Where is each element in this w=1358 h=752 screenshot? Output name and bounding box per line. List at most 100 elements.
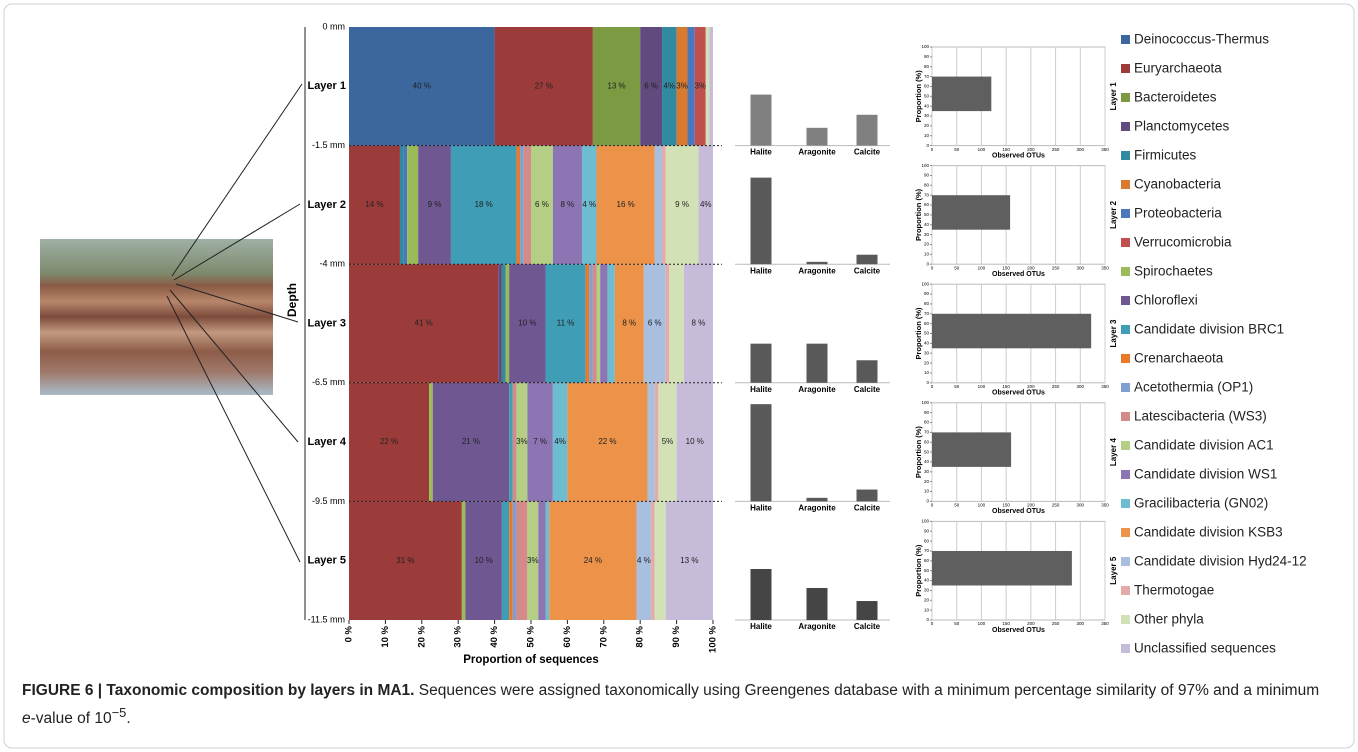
bar-segment bbox=[552, 382, 568, 502]
x-tick-label: 80 % bbox=[635, 625, 646, 647]
bar bbox=[932, 195, 1011, 230]
bar-segment bbox=[494, 27, 593, 146]
legend-swatch bbox=[1121, 586, 1130, 595]
y-axis-title: Proportion (%) bbox=[914, 307, 923, 360]
legend-label: Euryarchaeota bbox=[1134, 61, 1222, 76]
category-label: Halite bbox=[750, 504, 772, 513]
bar-segment bbox=[516, 501, 528, 620]
x-tick-label: 250 bbox=[1052, 503, 1060, 508]
data-label: 5% bbox=[662, 437, 674, 446]
x-tick-label: 100 bbox=[978, 265, 986, 270]
y-tick-label: 20 bbox=[924, 597, 930, 602]
bar-segment bbox=[705, 27, 710, 146]
data-label: 13 % bbox=[680, 556, 698, 565]
x-axis-title: Proportion of sequences bbox=[463, 654, 598, 666]
bar-segment bbox=[349, 264, 499, 383]
bar bbox=[750, 177, 772, 265]
y-tick-label: 0 bbox=[926, 617, 929, 622]
panel-title: Layer 3 bbox=[1109, 319, 1118, 348]
x-axis-title: Observed OTUs bbox=[992, 152, 1045, 159]
bar bbox=[856, 114, 878, 146]
data-label: 41 % bbox=[415, 319, 433, 328]
bar-segment bbox=[654, 382, 659, 502]
bar-segment bbox=[527, 501, 539, 620]
data-label: 4 % bbox=[637, 556, 651, 565]
data-label: 40 % bbox=[413, 81, 431, 90]
data-label: 4% bbox=[700, 200, 712, 209]
data-label: 8 % bbox=[692, 319, 706, 328]
bar-segment bbox=[651, 501, 655, 620]
y-tick-label: 70 bbox=[924, 548, 930, 553]
y-tick-label: 50 bbox=[924, 212, 930, 217]
depth-label: -1.5 mm bbox=[312, 140, 345, 150]
x-tick-label: 90 % bbox=[671, 625, 682, 647]
bar-segment bbox=[654, 501, 666, 620]
data-label: 4% bbox=[664, 81, 676, 90]
x-tick-label: 150 bbox=[1002, 384, 1010, 389]
legend-swatch bbox=[1121, 209, 1130, 218]
legend-swatch bbox=[1121, 644, 1130, 653]
x-tick-label: 150 bbox=[1002, 621, 1010, 626]
category-label: Layer 1 bbox=[307, 80, 346, 92]
x-tick-label: 0 bbox=[931, 147, 934, 152]
y-tick-label: 10 bbox=[924, 370, 930, 375]
panel-title: Layer 5 bbox=[1109, 556, 1118, 585]
bar-segment bbox=[531, 145, 553, 265]
legend-label: Candidate division WS1 bbox=[1134, 467, 1277, 482]
legend-label: Candidate division BRC1 bbox=[1134, 322, 1284, 337]
legend-label: Verrucomicrobia bbox=[1134, 235, 1232, 250]
data-label: 4% bbox=[554, 437, 566, 446]
bar-segment bbox=[418, 145, 451, 265]
bar-segment bbox=[654, 145, 663, 265]
x-tick-label: 100 bbox=[978, 384, 986, 389]
bar bbox=[806, 261, 828, 265]
bar-segment bbox=[399, 145, 404, 265]
x-axis-title: Observed OTUs bbox=[992, 271, 1045, 278]
legend-label: Candidate division AC1 bbox=[1134, 438, 1274, 453]
data-label: 14 % bbox=[365, 200, 383, 209]
y-tick-label: 60 bbox=[924, 84, 930, 89]
legend-swatch bbox=[1121, 296, 1130, 305]
x-tick-label: 200 bbox=[1027, 147, 1035, 152]
depth-label: -11.5 mm bbox=[308, 614, 345, 624]
x-tick-label: 50 % bbox=[526, 625, 537, 647]
x-tick-label: 350 bbox=[1101, 503, 1109, 508]
y-tick-label: 40 bbox=[924, 222, 930, 227]
data-label: 3% bbox=[516, 437, 528, 446]
y-tick-label: 60 bbox=[924, 202, 930, 207]
x-tick-label: 0 % bbox=[344, 625, 355, 642]
y-tick-label: 20 bbox=[924, 360, 930, 365]
bar-segment bbox=[585, 264, 590, 383]
y-tick-label: 10 bbox=[924, 133, 930, 138]
x-tick-label: 40 % bbox=[489, 625, 500, 647]
bar-segment bbox=[581, 145, 597, 265]
bar-segment bbox=[676, 382, 713, 502]
y-tick-label: 100 bbox=[921, 400, 929, 405]
legend-label: Candidate division Hyd24-12 bbox=[1134, 554, 1307, 569]
x-tick-label: 20 % bbox=[416, 625, 427, 647]
x-tick-label: 200 bbox=[1027, 384, 1035, 389]
data-label: 8 % bbox=[622, 319, 636, 328]
legend-swatch bbox=[1121, 557, 1130, 566]
data-label: 13 % bbox=[607, 81, 625, 90]
caption-text: . bbox=[126, 710, 131, 728]
panel-title: Layer 4 bbox=[1109, 438, 1118, 467]
category-label: Aragonite bbox=[798, 266, 836, 275]
caption: FIGURE 6 | Taxonomic composition by laye… bbox=[22, 680, 1322, 730]
bar-segment bbox=[665, 501, 713, 620]
bar-segment bbox=[607, 264, 615, 383]
bar-segment bbox=[636, 501, 652, 620]
y-tick-label: 80 bbox=[924, 538, 930, 543]
x-tick-label: 0 bbox=[931, 384, 934, 389]
y-tick-label: 100 bbox=[921, 281, 929, 286]
bar bbox=[750, 569, 772, 620]
x-tick-label: 10 % bbox=[380, 625, 391, 647]
depth-label: -6.5 mm bbox=[312, 377, 345, 387]
y-tick-label: 0 bbox=[926, 380, 929, 385]
bar-segment bbox=[658, 382, 677, 502]
data-label: 3% bbox=[694, 81, 706, 90]
x-tick-label: 200 bbox=[1027, 503, 1035, 508]
bar bbox=[856, 489, 878, 502]
legend-swatch bbox=[1121, 615, 1130, 624]
x-tick-label: 100 % bbox=[708, 625, 719, 652]
